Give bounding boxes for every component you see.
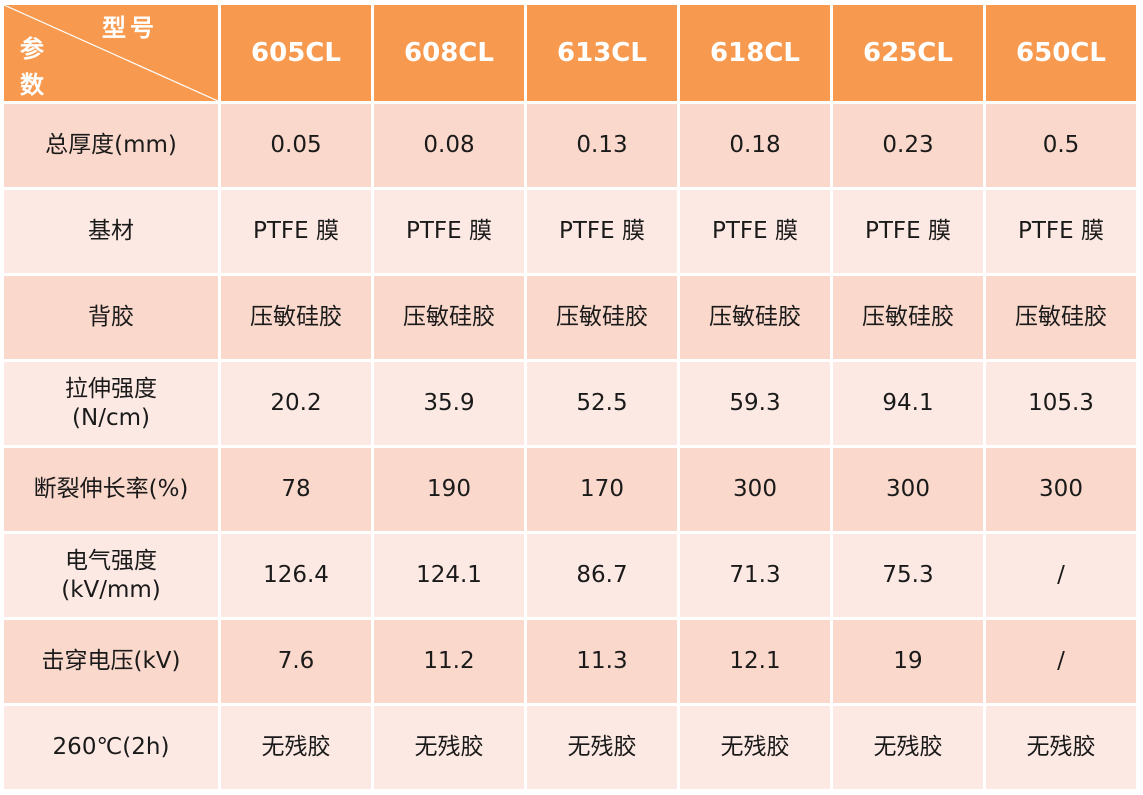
table-row-breakdown-voltage: 击穿电压(kV) 7.6 11.2 11.3 12.1 19 / <box>1 617 1139 706</box>
table-cell: / <box>983 531 1139 620</box>
model-header: 608CL <box>371 2 527 104</box>
table-cell: 11.2 <box>371 617 527 706</box>
model-header: 650CL <box>983 2 1139 104</box>
table-cell: PTFE 膜 <box>371 187 527 276</box>
param-label-unit: (N/cm) <box>72 404 150 431</box>
table-row-tensile-strength: 拉伸强度 (N/cm) 20.2 35.9 52.5 59.3 94.1 105… <box>1 359 1139 448</box>
param-label: 总厚度(mm) <box>1 101 221 190</box>
table-cell: 无残胶 <box>830 703 986 792</box>
table-cell: 0.5 <box>983 101 1139 190</box>
table-cell: PTFE 膜 <box>830 187 986 276</box>
table-cell: PTFE 膜 <box>524 187 680 276</box>
table-cell: 19 <box>830 617 986 706</box>
table-cell: 59.3 <box>677 359 833 448</box>
param-label: 拉伸强度 (N/cm) <box>1 359 221 448</box>
table-row-substrate: 基材 PTFE 膜 PTFE 膜 PTFE 膜 PTFE 膜 PTFE 膜 PT… <box>1 187 1139 276</box>
table-cell: 无残胶 <box>371 703 527 792</box>
table-cell: 压敏硅胶 <box>524 273 680 362</box>
table-cell: 75.3 <box>830 531 986 620</box>
table-cell: 300 <box>830 445 986 534</box>
model-header: 625CL <box>830 2 986 104</box>
table-cell: / <box>983 617 1139 706</box>
table-cell: 0.13 <box>524 101 680 190</box>
param-label: 断裂伸长率(%) <box>1 445 221 534</box>
param-label: 击穿电压(kV) <box>1 617 221 706</box>
table-cell: 0.23 <box>830 101 986 190</box>
table-cell: 71.3 <box>677 531 833 620</box>
table-cell: 126.4 <box>218 531 374 620</box>
header-row: 型号 参数 605CL 608CL 613CL 618CL 625CL 650C… <box>1 2 1139 104</box>
corner-model-label: 型号 <box>102 14 158 42</box>
table-cell: 压敏硅胶 <box>677 273 833 362</box>
param-label-name: 电气强度 <box>65 547 157 574</box>
table-cell: 压敏硅胶 <box>218 273 374 362</box>
table-cell: 94.1 <box>830 359 986 448</box>
table-cell: 124.1 <box>371 531 527 620</box>
table-cell: 35.9 <box>371 359 527 448</box>
table-cell: PTFE 膜 <box>218 187 374 276</box>
table-cell: 无残胶 <box>983 703 1139 792</box>
model-header: 605CL <box>218 2 374 104</box>
table-cell: 20.2 <box>218 359 374 448</box>
param-label: 电气强度 (kV/mm) <box>1 531 221 620</box>
table-cell: 7.6 <box>218 617 374 706</box>
table-cell: PTFE 膜 <box>983 187 1139 276</box>
param-label: 基材 <box>1 187 221 276</box>
table-cell: 12.1 <box>677 617 833 706</box>
table-cell: 0.08 <box>371 101 527 190</box>
table-cell: 压敏硅胶 <box>830 273 986 362</box>
param-label: 260℃(2h) <box>1 703 221 792</box>
table-cell: 0.05 <box>218 101 374 190</box>
param-label: 背胶 <box>1 273 221 362</box>
table-row-elongation: 断裂伸长率(%) 78 190 170 300 300 300 <box>1 445 1139 534</box>
table-cell: 86.7 <box>524 531 680 620</box>
table-row-adhesive: 背胶 压敏硅胶 压敏硅胶 压敏硅胶 压敏硅胶 压敏硅胶 压敏硅胶 <box>1 273 1139 362</box>
table-cell: PTFE 膜 <box>677 187 833 276</box>
model-header: 613CL <box>524 2 680 104</box>
table-cell: 11.3 <box>524 617 680 706</box>
table-cell: 无残胶 <box>677 703 833 792</box>
param-label-name: 拉伸强度 <box>65 375 157 402</box>
model-header: 618CL <box>677 2 833 104</box>
table-cell: 300 <box>677 445 833 534</box>
table-cell: 压敏硅胶 <box>983 273 1139 362</box>
table-cell: 52.5 <box>524 359 680 448</box>
table-row-thickness: 总厚度(mm) 0.05 0.08 0.13 0.18 0.23 0.5 <box>1 101 1139 190</box>
table-cell: 无残胶 <box>524 703 680 792</box>
table-row-dielectric-strength: 电气强度 (kV/mm) 126.4 124.1 86.7 71.3 75.3 … <box>1 531 1139 620</box>
table-cell: 压敏硅胶 <box>371 273 527 362</box>
param-label-unit: (kV/mm) <box>61 576 161 603</box>
table-cell: 170 <box>524 445 680 534</box>
table-cell: 190 <box>371 445 527 534</box>
corner-param-label: 参数 <box>20 35 44 99</box>
diagonal-divider <box>4 5 218 101</box>
table-cell: 78 <box>218 445 374 534</box>
table-cell: 无残胶 <box>218 703 374 792</box>
table-row-heat-resistance: 260℃(2h) 无残胶 无残胶 无残胶 无残胶 无残胶 无残胶 <box>1 703 1139 792</box>
corner-header-cell: 型号 参数 <box>1 2 221 104</box>
table-cell: 0.18 <box>677 101 833 190</box>
table-cell: 300 <box>983 445 1139 534</box>
table-cell: 105.3 <box>983 359 1139 448</box>
